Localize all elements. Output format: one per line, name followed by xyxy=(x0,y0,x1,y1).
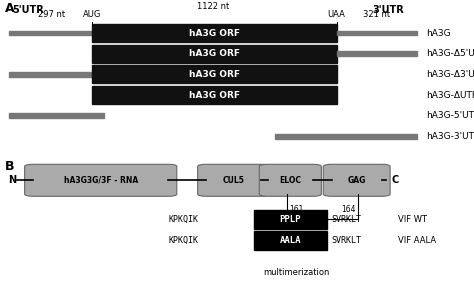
Text: C: C xyxy=(391,175,398,185)
Text: hA3G-3'UTR: hA3G-3'UTR xyxy=(427,132,474,141)
Text: hA3G-5'UTR: hA3G-5'UTR xyxy=(427,111,474,120)
Text: hA3G ORF: hA3G ORF xyxy=(189,28,240,37)
Bar xyxy=(254,231,327,250)
Bar xyxy=(337,51,417,56)
Text: hA3G-Δ3'UTR: hA3G-Δ3'UTR xyxy=(427,70,474,79)
Text: VIF AALA: VIF AALA xyxy=(398,236,436,245)
Text: hA3G ORF: hA3G ORF xyxy=(189,91,240,99)
Text: 3'UTR: 3'UTR xyxy=(373,5,404,15)
Text: KPKQIK: KPKQIK xyxy=(168,236,198,245)
Text: 297 nt: 297 nt xyxy=(37,10,65,19)
Bar xyxy=(92,86,337,104)
Bar xyxy=(337,31,417,36)
Text: hA3G ORF: hA3G ORF xyxy=(189,49,240,58)
Bar xyxy=(275,134,417,139)
Text: hA3G3G/3F - RNA: hA3G3G/3F - RNA xyxy=(64,176,138,185)
Text: VIF WT: VIF WT xyxy=(398,215,427,224)
Text: A: A xyxy=(5,2,14,14)
Text: 321 nt: 321 nt xyxy=(363,10,391,19)
Text: 164: 164 xyxy=(341,205,356,214)
Bar xyxy=(92,24,337,42)
Text: hA3G-Δ5'UTR: hA3G-Δ5'UTR xyxy=(427,49,474,58)
Bar xyxy=(92,65,337,83)
Text: B: B xyxy=(5,160,14,173)
Text: 161: 161 xyxy=(289,205,303,214)
Text: CUL5: CUL5 xyxy=(222,176,245,185)
Text: 5'UTR: 5'UTR xyxy=(13,5,44,15)
Bar xyxy=(9,31,92,36)
Text: multimerization: multimerization xyxy=(263,268,329,277)
Text: AALA: AALA xyxy=(280,236,301,245)
Text: PPLP: PPLP xyxy=(280,215,301,224)
FancyBboxPatch shape xyxy=(323,164,390,196)
Text: hA3G-ΔUTR: hA3G-ΔUTR xyxy=(427,91,474,99)
Text: hA3G ORF: hA3G ORF xyxy=(189,70,240,79)
Bar xyxy=(92,45,337,63)
Bar xyxy=(9,72,92,77)
Text: KPKQIK: KPKQIK xyxy=(168,215,198,224)
Text: N: N xyxy=(8,175,16,185)
Text: hA3G: hA3G xyxy=(427,28,451,37)
FancyBboxPatch shape xyxy=(259,164,321,196)
Bar xyxy=(254,210,327,229)
Bar xyxy=(9,113,104,118)
Text: ELOC: ELOC xyxy=(279,176,301,185)
Text: SVRKLT: SVRKLT xyxy=(332,236,362,245)
Text: 1122 nt: 1122 nt xyxy=(197,2,229,11)
Text: SVRKLT: SVRKLT xyxy=(332,215,362,224)
Text: UAA: UAA xyxy=(328,10,346,19)
FancyBboxPatch shape xyxy=(25,164,177,196)
Text: AUG: AUG xyxy=(83,10,101,19)
FancyBboxPatch shape xyxy=(198,164,269,196)
Text: GAG: GAG xyxy=(347,176,366,185)
